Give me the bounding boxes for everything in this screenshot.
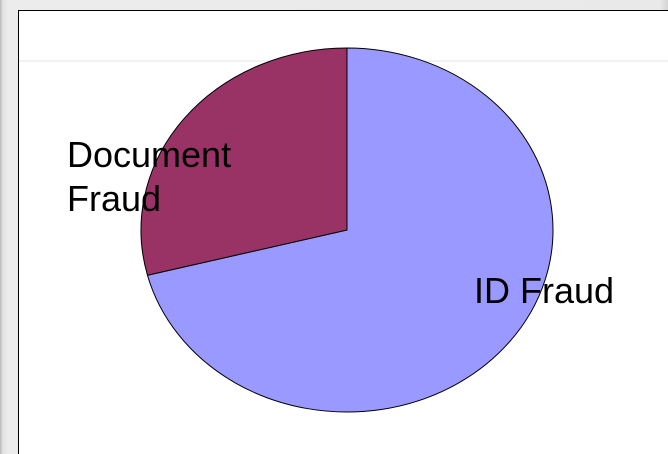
slice-label-line: Fraud (67, 178, 161, 219)
slice-label-line: ID Fraud (474, 270, 614, 311)
pie-slices (140, 47, 554, 413)
pie-labels: ID Fraud Document Fraud (67, 134, 614, 311)
slice-label-line: Document (67, 134, 231, 175)
slice-label-document-fraud: Document Fraud (67, 134, 231, 219)
slice-label-id-fraud: ID Fraud (474, 270, 614, 311)
pie-slice-document-fraud (140, 47, 348, 276)
pie-slice-id-fraud (146, 47, 554, 413)
